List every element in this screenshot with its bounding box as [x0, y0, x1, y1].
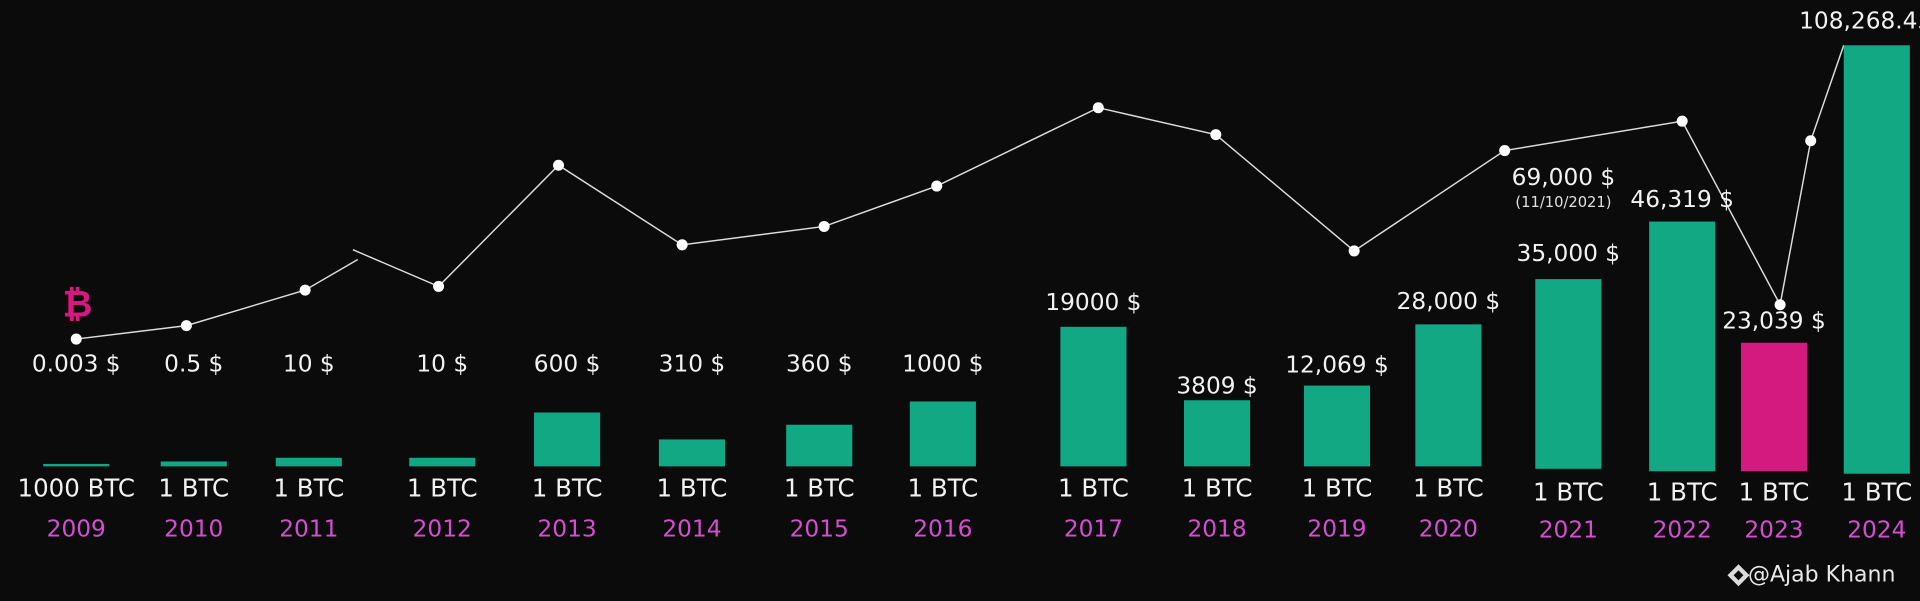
amount-label: 1 BTC	[657, 474, 728, 503]
trend-segment	[76, 258, 359, 340]
bar	[786, 424, 853, 467]
amount-label: 1 BTC	[784, 474, 855, 503]
price-label: 600 $	[534, 350, 601, 377]
trend-line	[76, 45, 1845, 340]
bitcoin-logo: ₿	[63, 283, 93, 326]
trend-dot	[818, 220, 830, 232]
amount-label: 1 BTC	[1841, 477, 1912, 506]
price-label: 46,319 $	[1630, 186, 1734, 213]
bar	[275, 457, 342, 467]
bar	[1843, 45, 1910, 474]
amount-label: 1 BTC	[1739, 477, 1810, 506]
price-label: 19000 $	[1045, 289, 1141, 316]
price-label: 108,268.45 $	[1799, 8, 1920, 35]
trend-dot	[1348, 245, 1360, 257]
trend-dots	[70, 102, 1817, 345]
year-label: 2021	[1539, 517, 1598, 544]
amount-label: 1 BTC	[532, 474, 603, 503]
price-label: 10 $	[283, 350, 335, 377]
bar	[1303, 385, 1371, 467]
bar	[534, 412, 601, 467]
bar	[1183, 400, 1251, 467]
price-label: 1000 $	[902, 350, 983, 377]
bar	[43, 463, 110, 467]
amount-label: 1 BTC	[1413, 474, 1484, 503]
price-label: 310 $	[659, 350, 726, 377]
trend-dot	[1092, 102, 1104, 114]
trend-dot	[299, 284, 311, 296]
amount-label: 1 BTC	[407, 474, 478, 503]
amount-label: 1 BTC	[1058, 474, 1129, 503]
price-label: 0.003 $	[32, 350, 121, 377]
bar	[1535, 279, 1602, 469]
trend-dot	[1805, 135, 1817, 147]
trend-dot	[1676, 115, 1688, 127]
price-label: 23,039 $	[1722, 307, 1826, 334]
price-label: 12,069 $	[1285, 351, 1389, 378]
year-label: 2012	[413, 516, 472, 543]
bar	[409, 457, 476, 467]
price-label: 35,000 $	[1517, 240, 1621, 267]
peak-date: (11/10/2021)	[1515, 194, 1611, 211]
trend-dot	[1774, 299, 1786, 311]
price-label: 360 $	[786, 350, 853, 377]
bar	[1415, 324, 1482, 467]
year-label: 2009	[47, 516, 106, 543]
year-label: 2014	[662, 516, 721, 543]
amount-label: 1 BTC	[907, 474, 978, 503]
bar	[1740, 342, 1808, 472]
items: 0.003 $ 1000 BTC 2009 0.5 $ 1 BTC 2010 10 $ 1 B…	[18, 8, 1920, 544]
peak-price: 69,000 $	[1512, 164, 1616, 191]
trend-dot	[180, 320, 192, 332]
price-label: 10 $	[416, 350, 468, 377]
amount-label: 1 BTC	[1647, 477, 1718, 506]
trend-dot	[676, 239, 688, 251]
bar	[1649, 221, 1716, 472]
trend-dot	[433, 280, 445, 292]
year-label: 2020	[1419, 516, 1478, 543]
trend-dot	[1210, 129, 1222, 141]
trend-segment	[352, 45, 1845, 307]
trend-dot	[70, 333, 82, 345]
year-label: 2016	[913, 516, 972, 543]
price-label: 3809 $	[1176, 372, 1257, 399]
year-label: 2017	[1064, 516, 1123, 543]
bar	[658, 439, 725, 467]
year-label: 2023	[1744, 517, 1803, 544]
trend-dot	[553, 159, 565, 171]
amount-label: 1 BTC	[273, 474, 344, 503]
amount-label: 1 BTC	[1533, 477, 1604, 506]
year-label: 2019	[1307, 516, 1366, 543]
price-label: 28,000 $	[1397, 288, 1501, 315]
amount-label: 1000 BTC	[18, 474, 135, 503]
year-label: 2018	[1187, 516, 1246, 543]
year-label: 2015	[790, 516, 849, 543]
year-label: 2022	[1653, 517, 1712, 544]
bar	[1060, 326, 1127, 467]
price-label: 0.5 $	[164, 350, 223, 377]
amount-label: 1 BTC	[1182, 474, 1253, 503]
bar	[909, 401, 976, 467]
bar	[160, 461, 227, 467]
trend-dot	[931, 180, 943, 192]
amount-label: 1 BTC	[1302, 474, 1373, 503]
watermark-icon	[1727, 564, 1750, 587]
year-label: 2010	[164, 516, 223, 543]
year-label: 2024	[1847, 517, 1906, 544]
amount-label: 1 BTC	[158, 474, 229, 503]
watermark: @Ajab Khann	[1748, 562, 1895, 587]
trend-dot	[1499, 145, 1511, 157]
year-label: 2011	[279, 516, 338, 543]
year-label: 2013	[537, 516, 596, 543]
